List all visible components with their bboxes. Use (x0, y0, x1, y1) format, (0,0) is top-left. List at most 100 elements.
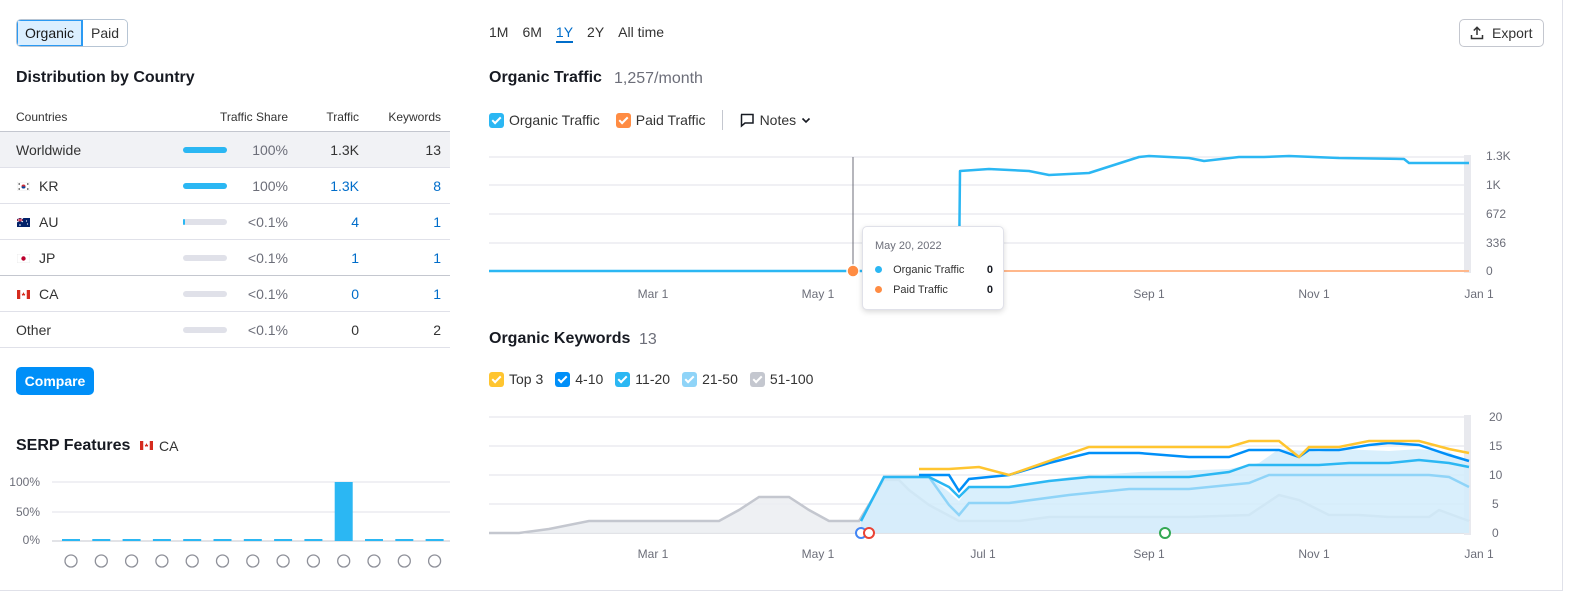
keywords-link[interactable]: 1 (433, 250, 441, 266)
crown-icon[interactable] (306, 554, 321, 568)
legend-51-100[interactable]: 51-100 (749, 371, 813, 387)
traffic-x-tick: Nov 1 (1298, 287, 1330, 301)
export-button[interactable]: Export (1459, 19, 1544, 47)
play-icon[interactable] (367, 554, 381, 568)
chart-right-edge (1464, 155, 1471, 273)
serp-bar[interactable] (304, 539, 323, 541)
keywords-x-tick: Sep 1 (1133, 547, 1165, 561)
serp-bar[interactable] (365, 539, 383, 541)
organic-toggle-button[interactable]: Organic (17, 20, 84, 46)
serp-features-chart: 100% 50% 0% (9, 475, 450, 568)
keywords-link[interactable]: 8 (433, 178, 441, 194)
period-1m[interactable]: 1M (489, 24, 509, 40)
legend-11-20[interactable]: 11-20 (615, 371, 670, 387)
traffic-share-value: 100% (252, 178, 288, 194)
traffic-link[interactable]: 1 (351, 250, 359, 266)
traffic-share-value: <0.1% (247, 250, 288, 266)
traffic-x-tick: May 1 (802, 287, 835, 301)
traffic-link[interactable]: 0 (351, 286, 359, 302)
traffic-link[interactable]: 4 (351, 214, 359, 230)
legend-label: 21-50 (702, 371, 738, 387)
keywords-x-tick: Mar 1 (638, 547, 669, 561)
keywords-link[interactable]: 1 (433, 286, 441, 302)
keywords-y-tick: 10 (1489, 468, 1503, 482)
period-2y[interactable]: 2Y (587, 24, 605, 40)
legend-paid-traffic[interactable]: Paid Traffic (615, 112, 706, 128)
chevron-down-icon (802, 117, 811, 124)
graduation-cap-icon[interactable] (64, 554, 78, 568)
organic-traffic-chart[interactable]: 1.3K 1K 672 336 0 Mar 1 May 1 Sep 1 Nov … (489, 145, 1549, 310)
table-row-au[interactable]: AU <0.1% 4 1 (0, 204, 450, 240)
table-row-ca[interactable]: CA <0.1% 0 1 (0, 276, 450, 312)
checkbox-checked-icon (555, 371, 571, 387)
organic-traffic-line (489, 154, 1469, 273)
notes-dropdown[interactable]: Notes (739, 112, 813, 128)
hover-point (846, 264, 860, 278)
organic-keywords-chart[interactable]: 20 15 10 5 0 Mar 1 May 1 Jul 1 Sep 1 Nov… (489, 405, 1549, 570)
table-row-worldwide[interactable]: Worldwide 100% 1.3K 13 (0, 132, 450, 168)
table-row-jp[interactable]: JP <0.1% 1 1 (0, 240, 450, 276)
serp-country-code: CA (159, 438, 179, 454)
serp-bar[interactable] (92, 539, 111, 541)
upload-icon (1470, 26, 1484, 40)
traffic-x-tick: Jan 1 (1464, 287, 1494, 301)
serp-bar[interactable] (152, 539, 171, 541)
serp-y-tick: 50% (16, 505, 40, 519)
country-table: Countries Traffic Share Traffic Keywords… (0, 103, 450, 348)
header-traffic-share[interactable]: Traffic Share (219, 110, 288, 124)
image-icon[interactable] (337, 554, 351, 568)
video-carousel-icon[interactable] (276, 554, 290, 568)
map-pin-icon[interactable] (94, 554, 108, 568)
legend-top-3[interactable]: Top 3 (489, 371, 543, 387)
serp-bar[interactable] (395, 539, 414, 541)
period-6m[interactable]: 6M (522, 24, 542, 40)
serp-bar[interactable] (334, 482, 353, 541)
serp-bar[interactable] (213, 539, 232, 541)
keywords-link[interactable]: 1 (433, 214, 441, 230)
traffic-x-tick: Sep 1 (1133, 287, 1165, 301)
table-row-kr[interactable]: KR 100% 1.3K 8 (0, 168, 450, 204)
serp-bar[interactable] (183, 539, 202, 541)
header-traffic[interactable]: Traffic (326, 110, 359, 124)
legend-label: 4-10 (575, 371, 604, 387)
country-name: JP (39, 250, 56, 266)
traffic-share-bar (183, 183, 227, 189)
distribution-title: Distribution by Country (16, 69, 195, 86)
link-icon[interactable] (185, 554, 199, 568)
header-keywords[interactable]: Keywords (388, 110, 441, 124)
serp-features-title: SERP Features (16, 437, 131, 454)
traffic-value: 1.3K (330, 142, 359, 158)
serp-bar[interactable] (243, 539, 262, 541)
keywords-legend: Top 3 4-10 11-20 21-50 51-100 (489, 371, 825, 387)
legend-21-50[interactable]: 21-50 (682, 371, 738, 387)
legend-organic-traffic[interactable]: Organic Traffic (489, 112, 600, 128)
period-all-time[interactable]: All time (618, 24, 665, 40)
serp-bar[interactable] (425, 539, 444, 541)
legend-4-10[interactable]: 4-10 (555, 371, 603, 387)
traffic-x-tick: Mar 1 (638, 287, 669, 301)
serp-bar[interactable] (122, 539, 141, 541)
video-icon[interactable] (246, 554, 260, 568)
checkbox-checked-icon (615, 112, 631, 128)
country-name: AU (39, 214, 59, 230)
faq-icon[interactable] (427, 554, 442, 568)
jp-flag-icon (17, 254, 30, 263)
compare-button[interactable]: Compare (16, 367, 94, 395)
traffic-share-bar (183, 147, 227, 153)
paid-toggle-button[interactable]: Paid (83, 20, 128, 46)
star-icon[interactable] (215, 554, 230, 568)
google-event-icon[interactable] (1159, 527, 1171, 539)
keywords-y-tick: 20 (1489, 410, 1503, 424)
serp-bar[interactable] (62, 539, 80, 541)
article-icon[interactable] (124, 554, 139, 568)
ca-flag-icon (17, 290, 30, 299)
organic-traffic-value: 1,257/month (614, 70, 703, 87)
serp-bar[interactable] (274, 539, 293, 541)
period-selector: 1M 6M 1Y 2Y All time (489, 24, 678, 43)
traffic-y-tick: 1.3K (1486, 149, 1511, 163)
traffic-link[interactable]: 1.3K (330, 178, 359, 194)
reviews-icon[interactable] (397, 554, 411, 568)
google-event-icon[interactable] (855, 527, 875, 539)
period-1y[interactable]: 1Y (555, 24, 574, 43)
image-pack-icon[interactable] (155, 554, 169, 568)
